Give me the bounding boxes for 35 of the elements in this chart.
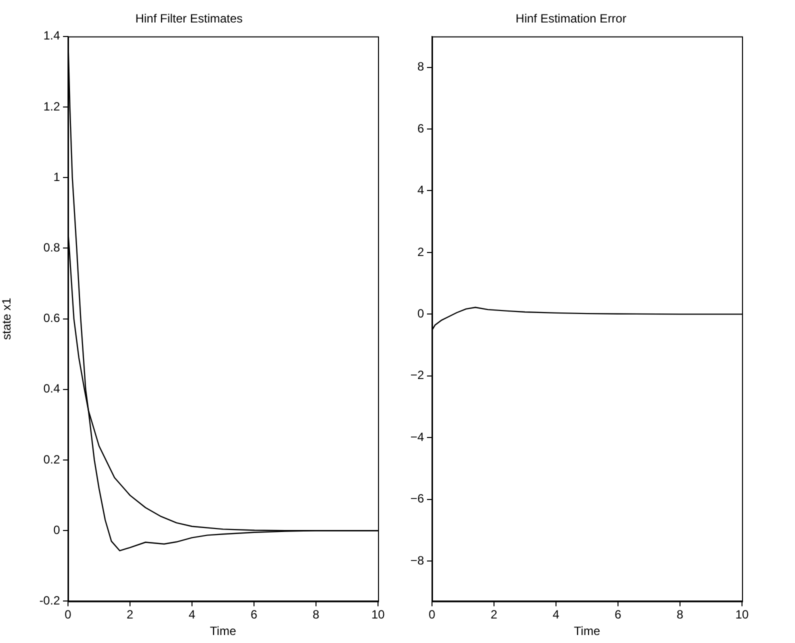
y-tick-label: -0.2 [39,594,60,608]
y-tick-label: 0 [417,306,424,320]
y-tick-label: −6 [410,492,424,506]
x-tick-label: 4 [188,608,196,622]
y-tick-label: 2 [417,244,424,259]
x-tick-label: 2 [126,608,134,622]
y-tick-label: −8 [410,553,424,568]
x-tick-label: 8 [676,608,684,622]
x-tick-label: 10 [735,608,749,622]
y-tick-label: 1.4 [43,28,60,43]
chart-title: Hinf Filter Estimates [135,12,243,26]
y-tick-label: 0.8 [43,240,60,255]
x-tick-label: 2 [490,608,498,622]
y-tick-label: 1.2 [43,99,60,114]
x-tick-label: 4 [552,608,560,622]
y-tick-label: 8 [417,60,424,74]
x-axis-title: Time [210,624,236,638]
x-tick-label: 0 [64,608,72,622]
y-tick-label: 6 [417,121,424,136]
y-tick-label: −4 [410,430,424,444]
x-tick-label: 10 [371,608,385,622]
y-axis-title: state x1 [0,297,14,340]
y-tick-label: 0.6 [43,311,60,326]
x-tick-label: 6 [250,608,258,622]
x-tick-label: 0 [428,608,436,622]
y-tick-label: 0 [53,522,60,537]
x-tick-label: 6 [614,608,622,622]
y-tick-label: 4 [417,183,424,198]
x-axis-title: Time [574,624,600,638]
y-tick-label: −2 [410,368,424,382]
chart-title: Hinf Estimation Error [516,12,626,26]
y-tick-label: 0.4 [43,382,60,396]
y-tick-label: 0.2 [43,452,60,466]
y-tick-label: 1 [53,170,60,184]
x-tick-label: 8 [312,608,320,622]
